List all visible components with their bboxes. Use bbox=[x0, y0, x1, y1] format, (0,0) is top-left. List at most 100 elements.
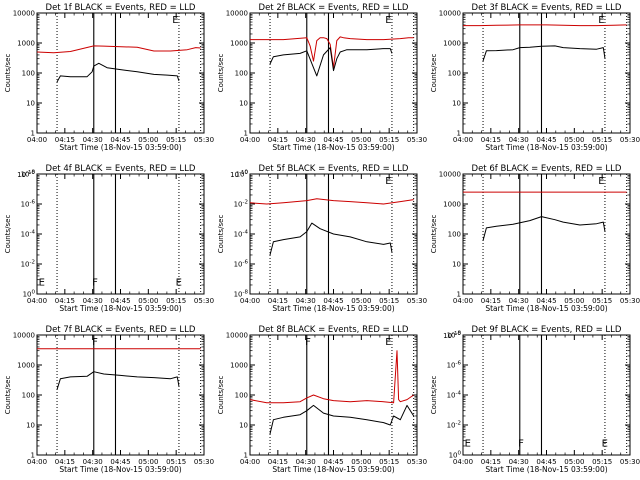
events-series-line bbox=[269, 222, 393, 256]
events-series-line bbox=[482, 45, 606, 62]
y-tick-label: 100 bbox=[449, 451, 462, 460]
x-tick-label: 05:30 bbox=[620, 136, 640, 144]
y-tick-label: 10 bbox=[26, 422, 35, 430]
x-tick-label: 04:30 bbox=[296, 297, 316, 305]
y-tick-label: 100 bbox=[235, 70, 248, 78]
y-tick-label: 10-2 bbox=[234, 200, 248, 209]
chart-panel-3: Det 3f BLACK = Events, RED = LLD 1 10 100 10… bbox=[430, 3, 640, 152]
chart-title: Det 9f BLACK = Events, RED = LLD bbox=[472, 325, 622, 335]
y-tick-label: 10000 bbox=[13, 10, 35, 18]
x-tick-label: 05:30 bbox=[194, 458, 214, 466]
x-tick-label: 05:00 bbox=[564, 297, 584, 305]
x-axis-label: Start Time (18-Nov-15 03:59:00) bbox=[485, 465, 607, 474]
x-axis-label: Start Time (18-Nov-15 03:59:00) bbox=[272, 465, 394, 474]
chart-title: Det 1f BLACK = Events, RED = LLD bbox=[46, 3, 196, 13]
y-tick-label: 10000 bbox=[13, 332, 35, 340]
y-tick-label: 1 bbox=[457, 291, 461, 299]
x-tick-label: 05:00 bbox=[351, 458, 371, 466]
y-tick-label: 100 bbox=[22, 392, 35, 400]
y-tick-label: 100 bbox=[236, 170, 249, 179]
x-tick-label: 05:15 bbox=[379, 136, 399, 144]
y-axis-label: Counts/sec bbox=[217, 376, 225, 415]
x-tick-label: 05:15 bbox=[379, 458, 399, 466]
y-tick-label: 10 bbox=[239, 100, 248, 108]
x-tick-label: 05:30 bbox=[407, 458, 427, 466]
x-tick-label: 04:45 bbox=[110, 297, 130, 305]
flag-label: F bbox=[305, 337, 311, 348]
y-tick-label: 1 bbox=[457, 130, 461, 138]
x-tick-label: 04:30 bbox=[509, 297, 529, 305]
y-tick-label: 100 bbox=[22, 70, 35, 78]
x-tick-label: 04:30 bbox=[83, 136, 103, 144]
chart-panel-2: Det 2f BLACK = Events, RED = LLD 1 10 100 10… bbox=[217, 3, 427, 152]
flag-label: E bbox=[602, 438, 608, 449]
x-tick-label: 04:00 bbox=[240, 297, 260, 305]
x-tick-label: 04:00 bbox=[453, 458, 473, 466]
x-tick-label: 04:45 bbox=[323, 297, 343, 305]
x-tick-label: 04:00 bbox=[453, 297, 473, 305]
x-tick-label: 05:15 bbox=[166, 458, 186, 466]
x-tick-label: 05:30 bbox=[407, 136, 427, 144]
chart-title: Det 5f BLACK = Events, RED = LLD bbox=[259, 164, 409, 174]
x-axis-label: Start Time (18-Nov-15 03:59:00) bbox=[59, 304, 181, 313]
y-tick-label: 10000 bbox=[226, 332, 248, 340]
flag-label: E bbox=[172, 15, 178, 26]
x-tick-label: 05:15 bbox=[592, 297, 612, 305]
x-tick-label: 04:45 bbox=[536, 458, 556, 466]
y-tick-label: 10-2 bbox=[447, 421, 461, 430]
y-axis-label: Counts/sec bbox=[4, 376, 12, 415]
x-tick-label: 04:15 bbox=[55, 458, 75, 466]
x-tick-label: 04:45 bbox=[536, 297, 556, 305]
x-tick-label: 05:30 bbox=[194, 297, 214, 305]
flag-label: E bbox=[176, 277, 182, 288]
x-tick-label: 05:30 bbox=[194, 136, 214, 144]
x-tick-label: 04:15 bbox=[481, 297, 501, 305]
y-tick-label: 10-4 bbox=[21, 230, 36, 239]
x-tick-label: 05:15 bbox=[592, 136, 612, 144]
flag-label: E bbox=[385, 15, 391, 26]
x-axis-label: Start Time (18-Nov-15 03:59:00) bbox=[272, 143, 394, 152]
x-axis-label: Start Time (18-Nov-15 03:59:00) bbox=[485, 304, 607, 313]
y-tick-label: 10-4 bbox=[234, 230, 249, 239]
events-series-line bbox=[56, 371, 180, 390]
chart-title: Det 6f BLACK = Events, RED = LLD bbox=[472, 164, 622, 174]
x-tick-label: 04:15 bbox=[268, 458, 288, 466]
events-series-line bbox=[56, 62, 180, 83]
y-tick-label: 1000 bbox=[443, 201, 461, 209]
x-tick-label: 05:00 bbox=[138, 297, 158, 305]
lld-series-line bbox=[249, 350, 414, 404]
x-axis-label: Start Time (18-Nov-15 03:59:00) bbox=[59, 143, 181, 152]
x-tick-label: 05:15 bbox=[379, 297, 399, 305]
x-tick-label: 05:30 bbox=[620, 458, 640, 466]
x-tick-label: 04:15 bbox=[55, 136, 75, 144]
x-tick-label: 04:30 bbox=[509, 136, 529, 144]
x-tick-label: 05:00 bbox=[564, 136, 584, 144]
y-tick-label: 10-10 bbox=[443, 331, 461, 340]
x-tick-label: 04:30 bbox=[83, 297, 103, 305]
y-axis-label: Counts/sec bbox=[4, 54, 12, 93]
x-tick-label: 04:00 bbox=[240, 136, 260, 144]
flag-label: E bbox=[598, 15, 604, 26]
x-axis-label: Start Time (18-Nov-15 03:59:00) bbox=[272, 304, 394, 313]
y-tick-label: 10-8 bbox=[447, 331, 462, 340]
y-tick-label: 10-4 bbox=[447, 391, 462, 400]
y-axis-label: Counts/sec bbox=[217, 215, 225, 254]
y-tick-label: 10-8 bbox=[21, 170, 36, 179]
flag-label: F bbox=[92, 337, 98, 348]
flag-label: E bbox=[465, 438, 471, 449]
chart-panel-1: Det 1f BLACK = Events, RED = LLD 1 10 100 10… bbox=[4, 3, 214, 152]
chart-title: Det 3f BLACK = Events, RED = LLD bbox=[472, 3, 622, 13]
x-tick-label: 04:00 bbox=[27, 297, 47, 305]
events-series-line bbox=[269, 404, 415, 435]
flag-label: E bbox=[39, 277, 45, 288]
y-tick-label: 1000 bbox=[17, 362, 35, 370]
chart-title: Det 4f BLACK = Events, RED = LLD bbox=[46, 164, 196, 174]
y-axis-label: Counts/sec bbox=[430, 215, 438, 254]
x-tick-label: 04:15 bbox=[268, 136, 288, 144]
y-tick-label: 10-8 bbox=[234, 290, 249, 299]
x-tick-label: 05:00 bbox=[138, 136, 158, 144]
chart-title: Det 2f BLACK = Events, RED = LLD bbox=[259, 3, 409, 13]
y-tick-label: 10000 bbox=[226, 10, 248, 18]
x-tick-label: 04:45 bbox=[536, 136, 556, 144]
